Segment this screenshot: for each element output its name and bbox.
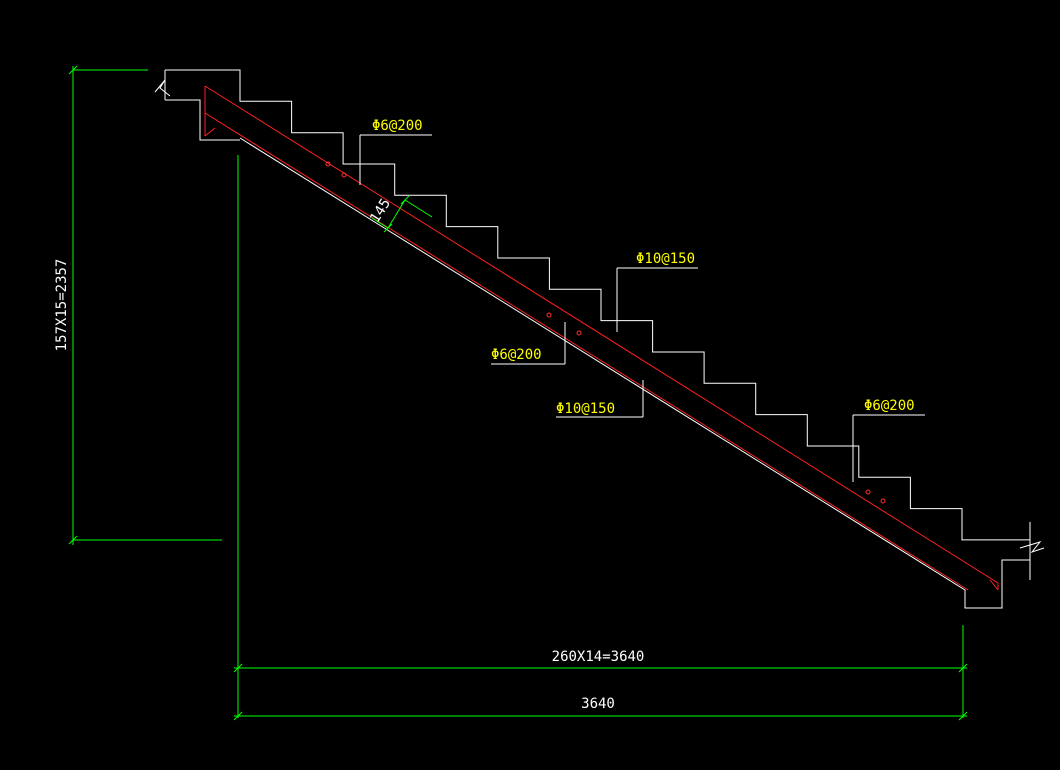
rebar-label: Φ6@200: [864, 398, 915, 414]
run-dimension: 260X14=3640: [552, 649, 645, 665]
total-dimension: 3640: [581, 696, 615, 712]
rebar-label: Φ10@150: [636, 251, 695, 267]
leader-lines: [359, 134, 925, 482]
rebar-label: Φ6@200: [372, 118, 423, 134]
height-dimension: 157X15=2357: [54, 259, 70, 352]
stair-profile: [165, 69, 1030, 541]
rebar-label: Φ10@150: [556, 401, 615, 417]
rebar-label: Φ6@200: [491, 347, 542, 363]
dimension-lines: [68, 65, 968, 721]
rebar-lines: [204, 85, 999, 591]
slab-outline: [154, 70, 1045, 609]
rebar-dots: [325, 161, 886, 504]
